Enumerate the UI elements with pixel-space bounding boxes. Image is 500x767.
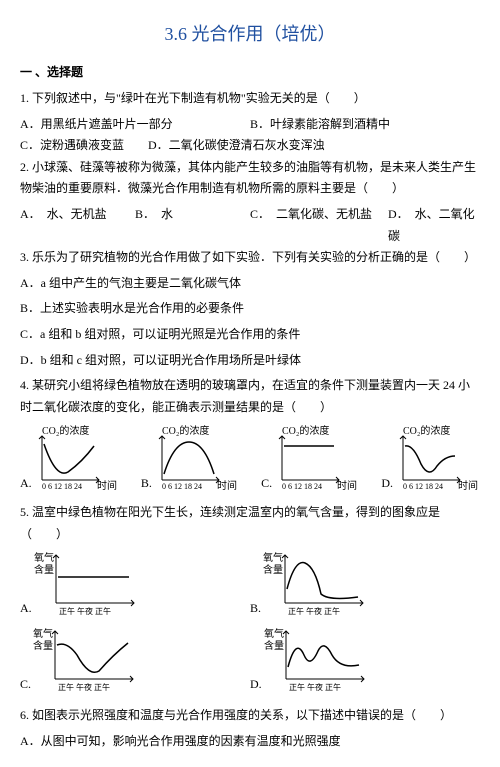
svg-text:CO₂的浓度: CO₂的浓度 xyxy=(282,424,329,437)
svg-text:CO₂的浓度: CO₂的浓度 xyxy=(42,424,89,437)
svg-text:氧气: 氧气 xyxy=(33,627,53,640)
q1-opt-c: C．淀粉遇碘液变蓝 xyxy=(20,135,124,157)
section-heading: 一 、选择题 xyxy=(20,62,480,84)
q5-chart-d: D. 氧气 含量 正午 午夜 正午 xyxy=(250,625,480,695)
q5-svg-d: 氧气 含量 正午 午夜 正午 xyxy=(264,625,374,695)
q4-label-b: B. xyxy=(141,473,152,495)
svg-text:CO₂的浓度: CO₂的浓度 xyxy=(403,424,450,437)
svg-text:氧气: 氧气 xyxy=(34,551,54,564)
q5-label-b: B. xyxy=(250,598,261,620)
q4-svg-c: CO₂的浓度 时间 0 6 12 18 24 xyxy=(274,424,359,494)
q4-stem: 4. 某研究小组将绿色植物放在透明的玻璃罩内，在适宜的条件下测量装置内一天 24… xyxy=(20,375,480,418)
svg-text:氧气: 氧气 xyxy=(263,551,283,564)
q2-opt-a: A． 水、无机盐 xyxy=(20,204,135,247)
q3-opt-b: B．上述实验表明水是光合作用的必要条件 xyxy=(20,298,480,320)
page-title: 3.6 光合作用（培优） xyxy=(20,18,480,50)
svg-text:正午 午夜 正午: 正午 午夜 正午 xyxy=(288,606,340,616)
q5-chart-a: A. 氧气 含量 正午 午夜 正午 xyxy=(20,549,250,619)
q5-stem: 5. 温室中绿色植物在阳光下生长，连续测定温室内的氧气含量，得到的图象应是（ ） xyxy=(20,502,480,545)
svg-text:正午 午夜 正午: 正午 午夜 正午 xyxy=(58,682,110,692)
q4-svg-b: CO₂的浓度 时间 0 6 12 18 24 xyxy=(154,424,239,494)
q3-opt-c: C．a 组和 b 组对照，可以证明光照是光合作用的条件 xyxy=(20,324,480,346)
q1-opts: A．用黑纸片遮盖叶片一部分 B．叶绿素能溶解到酒精中 xyxy=(20,114,480,136)
svg-text:含量: 含量 xyxy=(264,639,284,652)
q5-svg-c: 氧气 含量 正午 午夜 正午 xyxy=(33,625,143,695)
q4-label-c: C. xyxy=(261,473,272,495)
q2-opts: A． 水、无机盐 B． 水 C． 二氧化碳、无机盐 D． 水、二氧化碳 xyxy=(20,204,480,247)
q5-svg-b: 氧气 含量 正午 午夜 正午 xyxy=(263,549,373,619)
q1-stem: 1. 下列叙述中，与"绿叶在光下制造有机物"实验无关的是（ ） xyxy=(20,88,480,110)
q4-chart-d: D. CO₂的浓度 时间 0 6 12 18 24 xyxy=(381,424,480,494)
svg-text:含量: 含量 xyxy=(33,639,53,652)
q5-label-a: A. xyxy=(20,598,32,620)
svg-text:正午 午夜 正午: 正午 午夜 正午 xyxy=(289,682,341,692)
q5-chart-c: C. 氧气 含量 正午 午夜 正午 xyxy=(20,625,250,695)
q2-opt-b: B． 水 xyxy=(135,204,250,247)
q6-opt-a: A．从图中可知，影响光合作用强度的因素有温度和光照强度 xyxy=(20,731,480,753)
svg-text:时间: 时间 xyxy=(458,479,478,492)
q1-opts-2: C．淀粉遇碘液变蓝 D．二氧化碳使澄清石灰水变浑浊 xyxy=(20,135,480,157)
q6-stem: 6. 如图表示光照强度和温度与光合作用强度的关系，以下描述中错误的是（ ） xyxy=(20,705,480,727)
svg-text:6 12 18 24: 6 12 18 24 xyxy=(168,482,202,491)
svg-text:氧气: 氧气 xyxy=(264,627,284,640)
q4-chart-b: B. CO₂的浓度 时间 0 6 12 18 24 xyxy=(141,424,239,494)
svg-text:时间: 时间 xyxy=(217,479,237,492)
q5-label-c: C. xyxy=(20,674,31,696)
q4-svg-a: CO₂的浓度 时间 0 6 12 18 24 xyxy=(34,424,119,494)
q4-chart-c: C. CO₂的浓度 时间 0 6 12 18 24 xyxy=(261,424,359,494)
q2-opt-d: D． 水、二氧化碳 xyxy=(388,204,480,247)
svg-text:正午 午夜 正午: 正午 午夜 正午 xyxy=(59,606,111,616)
q1-opt-b: B．叶绿素能溶解到酒精中 xyxy=(250,114,480,136)
q3-opt-a: A．a 组中产生的气泡主要是二氧化碳气体 xyxy=(20,273,480,295)
svg-text:0: 0 xyxy=(403,482,407,491)
q5-chart-b: B. 氧气 含量 正午 午夜 正午 xyxy=(250,549,480,619)
q4-svg-d: CO₂的浓度 时间 0 6 12 18 24 xyxy=(395,424,480,494)
q5-label-d: D. xyxy=(250,674,262,696)
q1-opt-a: A．用黑纸片遮盖叶片一部分 xyxy=(20,114,250,136)
svg-text:6 12 18 24: 6 12 18 24 xyxy=(48,482,82,491)
svg-text:6 12 18 24: 6 12 18 24 xyxy=(288,482,322,491)
svg-text:时间: 时间 xyxy=(97,479,117,492)
q4-label-a: A. xyxy=(20,473,32,495)
q5-charts: A. 氧气 含量 正午 午夜 正午 B. 氧气 含量 正午 午夜 正午 C. xyxy=(20,549,480,701)
q2-stem: 2. 小球藻、硅藻等被称为微藻，其体内能产生较多的油脂等有机物，是未来人类生产生… xyxy=(20,157,480,200)
svg-text:含量: 含量 xyxy=(34,563,54,576)
q4-label-d: D. xyxy=(381,473,393,495)
q4-chart-a: A. CO₂的浓度 时间 0 6 12 18 24 xyxy=(20,424,119,494)
q4-charts: A. CO₂的浓度 时间 0 6 12 18 24 B. CO₂的浓度 时间 0… xyxy=(20,424,480,494)
svg-text:含量: 含量 xyxy=(263,563,283,576)
svg-text:0: 0 xyxy=(282,482,286,491)
q3-opt-d: D．b 组和 c 组对照，可以证明光合作用场所是叶绿体 xyxy=(20,350,480,372)
q5-svg-a: 氧气 含量 正午 午夜 正午 xyxy=(34,549,144,619)
svg-text:CO₂的浓度: CO₂的浓度 xyxy=(162,424,209,437)
q1-opt-d: D．二氧化碳使澄清石灰水变浑浊 xyxy=(148,135,325,157)
q3-stem: 3. 乐乐为了研究植物的光合作用做了如下实验．下列有关实验的分析正确的是（ ） xyxy=(20,247,480,269)
svg-text:0: 0 xyxy=(42,482,46,491)
svg-text:0: 0 xyxy=(162,482,166,491)
svg-text:时间: 时间 xyxy=(337,479,357,492)
q2-opt-c: C． 二氧化碳、无机盐 xyxy=(250,204,388,247)
svg-text:6 12 18 24: 6 12 18 24 xyxy=(409,482,443,491)
